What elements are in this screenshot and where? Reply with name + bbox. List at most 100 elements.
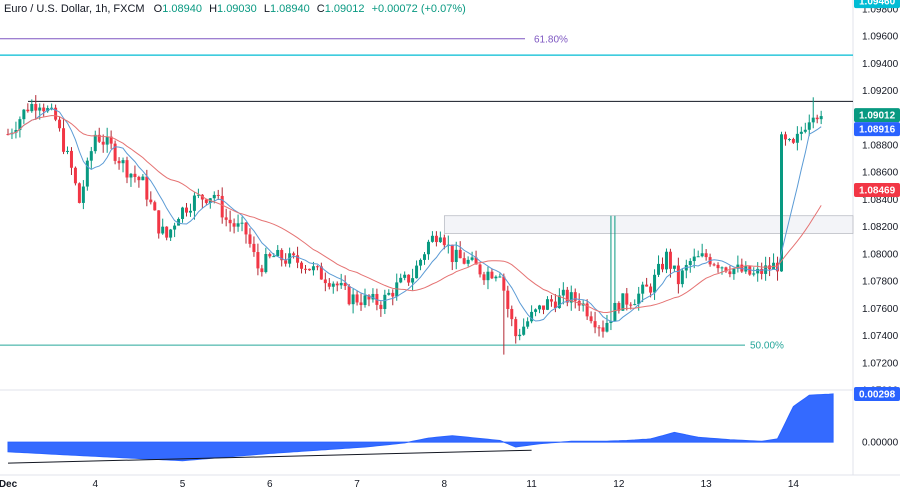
candle-body [791, 139, 795, 143]
price-tick-label: 1.09800 [862, 4, 899, 15]
candle-body [573, 292, 577, 301]
candle-body [153, 202, 157, 211]
candle-body [42, 107, 46, 112]
candle-body [498, 276, 502, 278]
candle-body [430, 235, 434, 242]
candle-body [272, 256, 276, 258]
candle-body [716, 264, 720, 269]
candle-body [347, 286, 351, 305]
candle-body [760, 268, 764, 274]
candle-body [256, 252, 260, 269]
candle-body [109, 136, 113, 144]
time-tick-label: Dec [0, 479, 18, 490]
candle-body [526, 321, 530, 327]
candle-body [641, 284, 645, 294]
price-tick-label: 1.07600 [862, 304, 899, 315]
candle-body [125, 160, 129, 178]
candle-body [157, 210, 161, 234]
candle-body [780, 134, 783, 272]
candle-body [220, 195, 224, 218]
candle-body [169, 229, 173, 238]
candle-body [530, 311, 534, 322]
candle-body [307, 268, 311, 271]
candle-body [85, 160, 89, 187]
fast-ma-badge: 1.08916 [859, 125, 896, 136]
candle-body [542, 305, 545, 310]
candle-body [137, 176, 141, 181]
candle-body [34, 104, 38, 111]
candle-body [323, 279, 327, 284]
candle-body [514, 319, 518, 337]
price-tick-label: 1.09600 [862, 32, 899, 43]
candle-body [645, 284, 649, 287]
candle-body [161, 226, 165, 234]
fib-50-label: 50.00% [750, 341, 784, 352]
candle-body [637, 293, 641, 305]
candle-body [752, 273, 756, 275]
candle-body [506, 290, 510, 309]
candle-body [748, 266, 752, 275]
oscillator-area [7, 393, 834, 462]
candle-body [395, 282, 399, 297]
level-price-badge: 1.09460 [859, 0, 896, 8]
candle-body [292, 253, 296, 256]
price-axis: 1.098001.096001.094001.092001.090001.088… [0, 0, 900, 476]
candle-body [482, 274, 486, 281]
candle-body [585, 303, 589, 317]
high-label: H [209, 3, 218, 15]
candle-body [696, 256, 700, 258]
candle-body [77, 183, 81, 203]
open-label: O [153, 3, 163, 15]
candle-body [304, 268, 307, 270]
candle-body [58, 119, 62, 129]
candle-body [474, 257, 478, 265]
price-tick-label: 1.08000 [862, 249, 899, 260]
candle-body [617, 302, 621, 311]
oscillator-value-badge: 0.00298 [859, 389, 896, 400]
candle-body [462, 258, 466, 264]
price-tick-label: 1.08200 [862, 222, 899, 233]
candle-body [244, 222, 248, 235]
candle-body [66, 150, 69, 152]
candle-body [815, 117, 819, 120]
candle-body [315, 266, 319, 268]
candle-body [367, 295, 371, 300]
candle-body [545, 299, 549, 310]
oscillator-pane [7, 393, 834, 464]
candle-body [518, 334, 522, 337]
candle-body [46, 108, 50, 112]
candle-body [145, 176, 149, 200]
candle-body [811, 117, 815, 123]
candle-body [411, 278, 415, 283]
candle-body [185, 207, 188, 213]
fib-618-label: 61.80% [534, 34, 568, 45]
candle-body [633, 304, 637, 306]
candle-body [54, 107, 58, 120]
candle-body [438, 237, 442, 243]
candle-body [296, 255, 300, 263]
price-tick-label: 1.07200 [862, 358, 899, 369]
candle-body [621, 293, 625, 311]
candle-body [14, 130, 18, 133]
candle-body [601, 327, 605, 332]
candle-body [732, 268, 736, 275]
candle-body [224, 217, 228, 220]
time-tick-label: 5 [180, 479, 186, 490]
candle-body [62, 128, 66, 152]
candle-body [133, 173, 137, 177]
time-tick-label: 11 [526, 479, 537, 490]
candle-body [597, 327, 601, 329]
candle-body [740, 264, 744, 272]
candle-body [419, 259, 423, 266]
candle-body [363, 295, 367, 306]
candle-body [196, 194, 200, 196]
close-label: C [316, 3, 325, 15]
candle-body [502, 276, 506, 291]
candle-body [73, 167, 77, 184]
candle-body [478, 264, 482, 275]
fast-ma-badge-bg [854, 122, 900, 137]
last-price-badge: 1.09012 [859, 111, 896, 122]
candle-body [569, 292, 573, 303]
price-badges: 1.09460 1.09012 1.08916 1.08469 0.00298 [854, 0, 900, 401]
